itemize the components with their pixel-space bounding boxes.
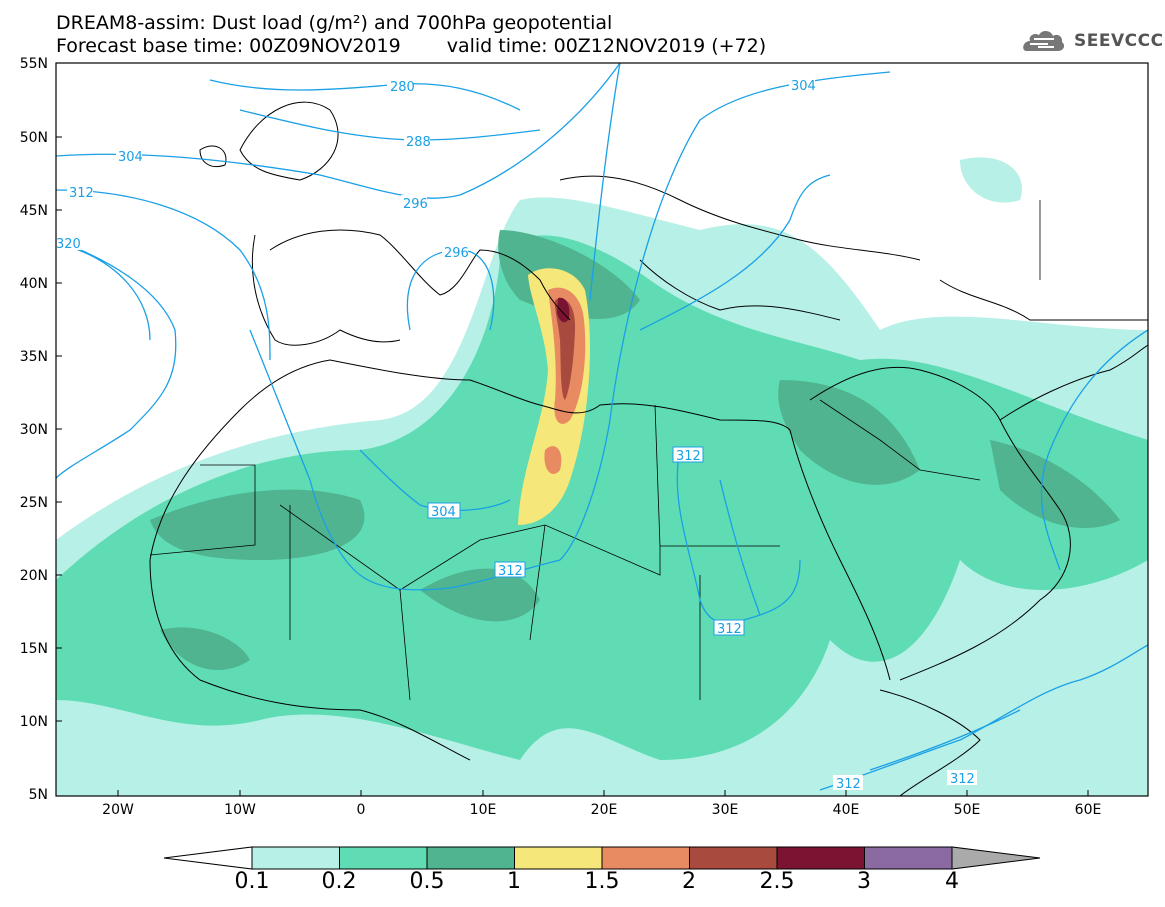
contour-label: 320 bbox=[56, 237, 81, 252]
base-time: Forecast base time: 00Z09NOV2019 bbox=[56, 35, 401, 57]
contour-label: 312 bbox=[69, 186, 94, 201]
contour-label: 288 bbox=[406, 135, 431, 150]
dust-field bbox=[56, 63, 1148, 796]
colorbar bbox=[163, 846, 1041, 870]
map-title: DREAM8-assim: Dust load (g/m²) and 700hP… bbox=[56, 12, 613, 34]
colorbar-label: 2 bbox=[682, 869, 696, 894]
country-borders bbox=[149, 200, 1041, 701]
lon-label: 60E bbox=[1075, 802, 1102, 818]
lon-label: 30E bbox=[712, 802, 739, 818]
lon-label: 10E bbox=[470, 802, 497, 818]
colorbar-label: 0.5 bbox=[409, 869, 445, 894]
lon-label: 20W bbox=[102, 802, 134, 818]
contour-label: 312 bbox=[498, 564, 523, 579]
lat-label: 35N bbox=[20, 349, 48, 365]
lat-label: 50N bbox=[20, 130, 48, 146]
contour-label: 304 bbox=[791, 79, 816, 94]
colorbar-swatch bbox=[251, 846, 340, 870]
colorbar-swatch bbox=[864, 846, 953, 870]
colorbar-label: 0.2 bbox=[321, 869, 357, 894]
colorbar-high-arrow bbox=[951, 846, 1041, 870]
seevccc-logo: SEEVCCC bbox=[1016, 26, 1164, 56]
colorbar-swatches bbox=[251, 846, 953, 870]
contour-labels: 280 288 296 296 304 304 312 312 312 312 … bbox=[54, 77, 977, 792]
colorbar-swatch bbox=[426, 846, 515, 870]
lon-label: 40E bbox=[833, 802, 860, 818]
contour-label: 296 bbox=[403, 197, 428, 212]
lon-label: 50E bbox=[954, 802, 981, 818]
contour-label: 304 bbox=[431, 505, 456, 520]
colorbar-swatch bbox=[339, 846, 428, 870]
lat-label: 45N bbox=[20, 203, 48, 219]
lat-label: 20N bbox=[20, 568, 48, 584]
contour-label: 312 bbox=[676, 449, 701, 464]
contour-label: 312 bbox=[950, 772, 975, 787]
colorbar-swatch bbox=[514, 846, 603, 870]
contour-label: 280 bbox=[390, 80, 415, 95]
valid-time: valid time: 00Z12NOV2019 (+72) bbox=[446, 35, 767, 57]
contour-label: 312 bbox=[717, 622, 742, 637]
lat-label: 25N bbox=[20, 495, 48, 511]
lat-label: 5N bbox=[29, 787, 48, 803]
colorbar-swatch bbox=[601, 846, 690, 870]
logo-text: SEEVCCC bbox=[1074, 31, 1164, 51]
colorbar-label: 1 bbox=[507, 869, 521, 894]
contour-label: 312 bbox=[836, 777, 861, 792]
colorbar-swatch bbox=[776, 846, 865, 870]
lat-ticks bbox=[56, 136, 1089, 796]
lat-label: 10N bbox=[20, 714, 48, 730]
colorbar-low-arrow bbox=[163, 846, 253, 870]
lon-label: 10W bbox=[224, 802, 256, 818]
lat-label: 30N bbox=[20, 422, 48, 438]
colorbar-label: 0.1 bbox=[234, 869, 270, 894]
lat-label: 55N bbox=[20, 56, 48, 72]
colorbar-label: 1.5 bbox=[584, 869, 620, 894]
lon-label: 20E bbox=[591, 802, 618, 818]
coastlines bbox=[149, 101, 1148, 796]
colorbar-label: 3 bbox=[857, 869, 871, 894]
colorbar-label: 2.5 bbox=[759, 869, 795, 894]
lat-label: 40N bbox=[20, 276, 48, 292]
colorbar-swatch bbox=[689, 846, 778, 870]
colorbar-label: 4 bbox=[945, 869, 959, 894]
lat-label: 15N bbox=[20, 641, 48, 657]
longitude-axis: 20W 10W 0 10E 20E 30E 40E 50E 60E bbox=[102, 802, 1101, 818]
map-subtitle: Forecast base time: 00Z09NOV2019 valid ti… bbox=[56, 36, 766, 57]
contour-label: 304 bbox=[118, 150, 143, 165]
latitude-axis: 55N 50N 45N 40N 35N 30N 25N 20N 15N 10N … bbox=[20, 56, 48, 803]
lon-label: 0 bbox=[357, 802, 366, 818]
geopotential-contours bbox=[56, 63, 1148, 791]
cloud-icon bbox=[1023, 30, 1065, 51]
contour-label: 296 bbox=[444, 246, 469, 261]
